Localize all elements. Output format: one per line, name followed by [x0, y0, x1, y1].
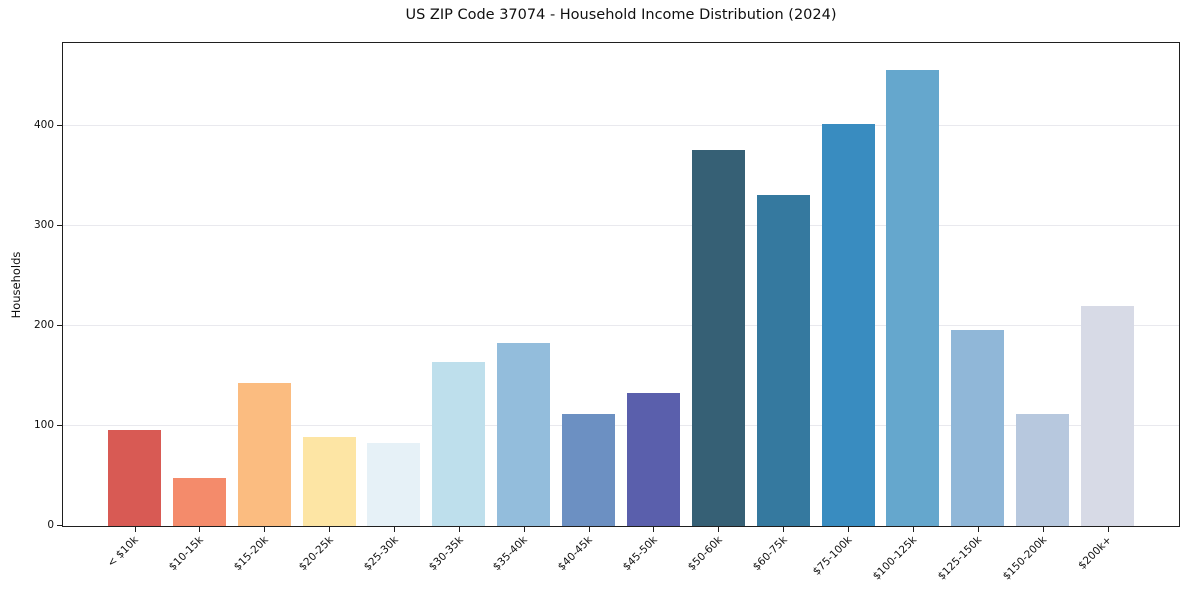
x-tick-mark	[783, 527, 785, 532]
bar	[691, 150, 745, 526]
y-tick-mark	[57, 125, 62, 126]
y-axis-label: Households	[9, 251, 23, 319]
x-tick-label: $60-75k	[750, 534, 790, 574]
gridline	[63, 225, 1179, 226]
chart-title: US ZIP Code 37074 - Household Income Dis…	[405, 7, 837, 23]
plot-area	[62, 42, 1180, 527]
x-tick-label: < $10k	[105, 534, 141, 570]
y-tick-label: 300	[33, 219, 54, 231]
x-tick-label: $45-50k	[620, 534, 660, 574]
bar	[172, 478, 226, 526]
x-tick-mark	[718, 527, 720, 532]
bar	[367, 443, 421, 526]
y-tick-mark	[57, 325, 62, 326]
bar	[821, 124, 875, 526]
x-tick-label: $30-35k	[426, 534, 466, 574]
x-tick-mark	[912, 527, 914, 532]
x-tick-mark	[458, 527, 460, 532]
y-tick-label: 200	[33, 319, 54, 331]
gridline	[63, 425, 1179, 426]
x-tick-label: $40-45k	[555, 534, 596, 574]
x-tick-mark	[393, 527, 395, 532]
bar	[626, 393, 680, 526]
y-tick-mark	[57, 425, 62, 426]
y-tick-label: 400	[33, 119, 54, 131]
y-tick-mark	[57, 225, 62, 226]
y-tick-mark	[57, 525, 62, 526]
x-tick-mark	[977, 527, 979, 532]
x-tick-mark	[588, 527, 590, 532]
x-tick-label: $10-15k	[166, 534, 206, 574]
bar	[432, 362, 486, 526]
x-tick-mark	[1042, 527, 1044, 532]
bar	[756, 195, 810, 526]
bar	[108, 430, 161, 526]
x-tick-label: $35-40k	[491, 534, 531, 574]
x-tick-label: $50-60k	[685, 534, 725, 574]
x-tick-label: $100-125k	[870, 534, 920, 583]
x-tick-mark	[199, 527, 201, 532]
x-tick-label: $150-200k	[1000, 534, 1050, 583]
x-tick-mark	[653, 527, 655, 532]
x-tick-label: $200k+	[1076, 534, 1114, 572]
x-tick-label: $125-150k	[935, 534, 985, 583]
bar	[497, 343, 551, 526]
x-tick-label: $75-100k	[810, 534, 855, 578]
x-tick-mark	[848, 527, 850, 532]
y-tick-label: 0	[47, 519, 54, 531]
bar	[1081, 306, 1134, 526]
bar	[562, 414, 616, 526]
bar	[237, 383, 291, 526]
x-tick-mark	[1107, 527, 1109, 532]
x-tick-mark	[523, 527, 525, 532]
x-tick-label: $25-30k	[361, 534, 401, 574]
gridline	[63, 325, 1179, 326]
gridline	[63, 125, 1179, 126]
bar	[951, 330, 1005, 526]
y-tick-label: 100	[33, 419, 54, 431]
x-tick-mark	[134, 527, 136, 532]
x-tick-label: $20-25k	[296, 534, 336, 574]
bar	[302, 437, 356, 526]
x-tick-mark	[264, 527, 266, 532]
bar	[1016, 414, 1070, 526]
x-tick-label: $15-20k	[231, 534, 271, 574]
bar	[886, 70, 940, 526]
x-tick-mark	[329, 527, 331, 532]
